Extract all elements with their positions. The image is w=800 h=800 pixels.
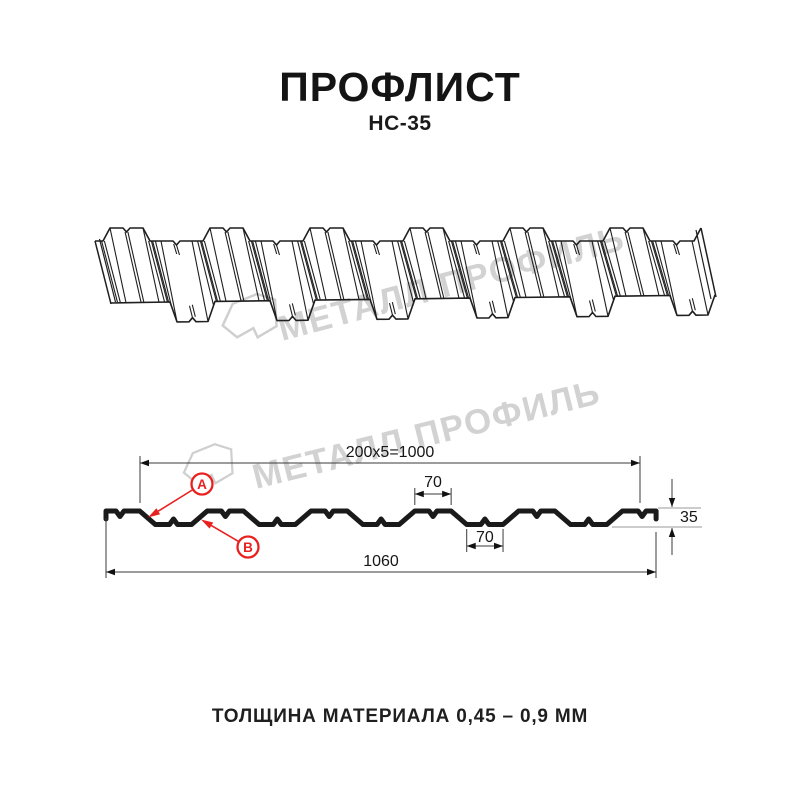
callout-a-arrowhead (148, 508, 161, 518)
dim-rib-bottom: 70 (466, 529, 504, 552)
sheet-3d-view (94, 227, 717, 323)
callout-b-label: B (243, 540, 253, 555)
dim-rib-top: 70 (414, 474, 452, 505)
thickness-note: ТОЛЩИНА МАТЕРИАЛА 0,45 – 0,9 ММ (211, 706, 589, 727)
sheet-body (95, 228, 716, 322)
dim-useful-width: 200x5=1000 (139, 444, 641, 503)
profile-model: НС-35 (368, 112, 432, 135)
profile-outline (103, 508, 659, 527)
watermark-lower: МЕТАЛЛ ПРОФИЛЬ (182, 372, 605, 497)
callout-b-circle (236, 535, 260, 559)
dim-rib-top-label: 70 (424, 474, 442, 491)
dim-useful-width-label: 200x5=1000 (346, 444, 435, 461)
cross-section: 200x5=1000 1060 70 70 35 A B (103, 444, 702, 578)
callout-b: B (201, 519, 260, 559)
dim-profile-height: 35 (612, 479, 702, 555)
callout-a-label: A (197, 477, 207, 492)
dim-profile-height-label: 35 (680, 509, 698, 526)
dim-overall-width: 1060 (105, 518, 657, 578)
dim-overall-width-label: 1060 (363, 553, 399, 570)
callout-a: A (148, 472, 214, 518)
dim-rib-bottom-label: 70 (476, 529, 494, 546)
callout-a-circle (190, 472, 214, 496)
callout-b-arrowhead (201, 519, 214, 529)
page-title: ПРОФЛИСТ (279, 64, 521, 110)
